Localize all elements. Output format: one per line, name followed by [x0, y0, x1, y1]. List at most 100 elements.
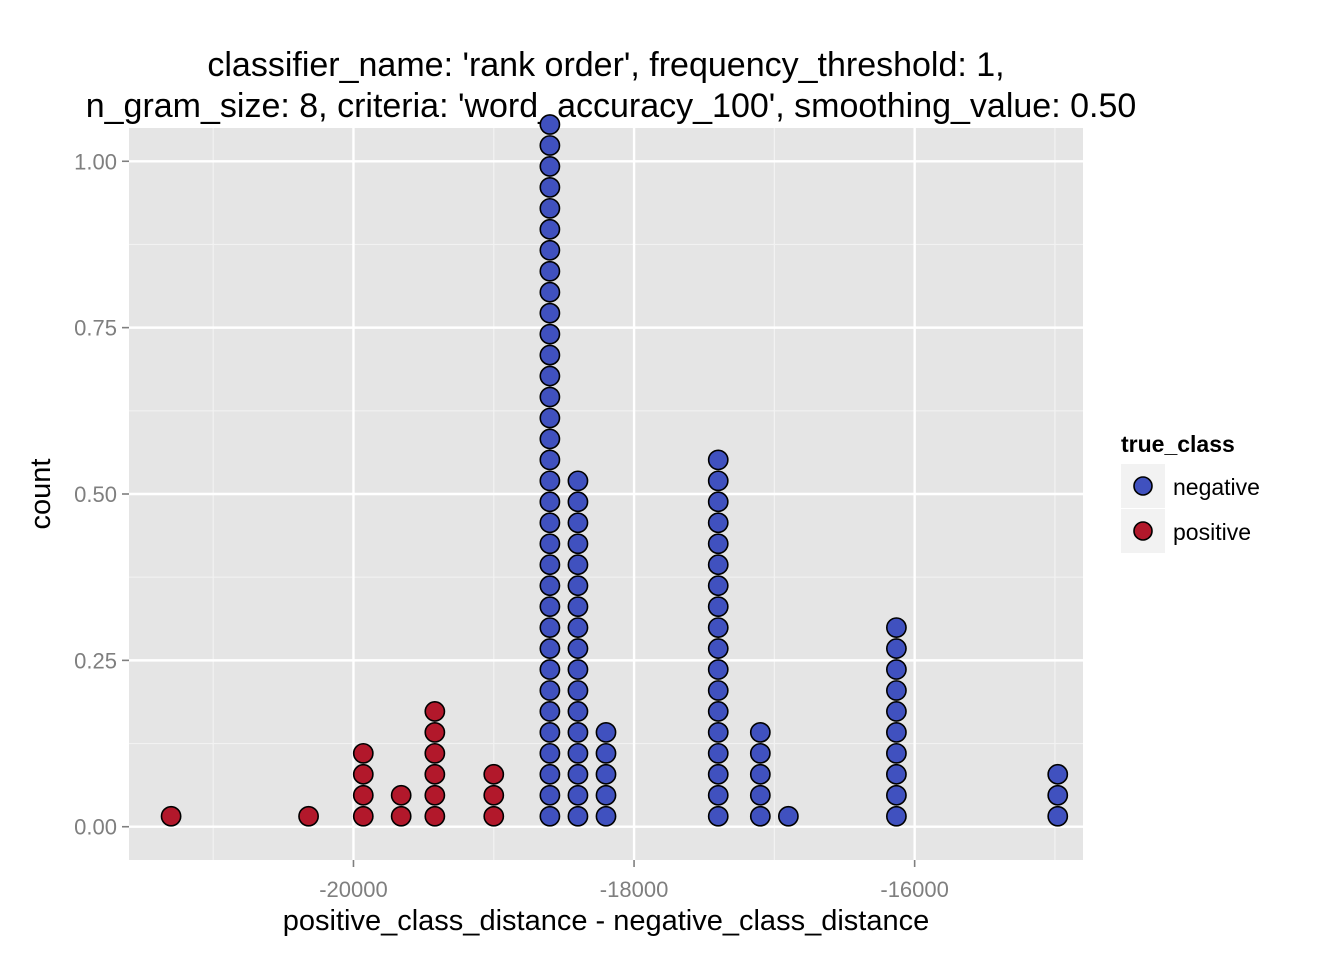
dot-negative: [707, 680, 729, 701]
dot-negative: [539, 575, 561, 597]
dot-negative: [595, 784, 617, 806]
dot-negative: [539, 239, 561, 261]
dot-negative: [886, 617, 907, 638]
dot-negative: [886, 659, 907, 680]
dot-positive: [424, 742, 446, 764]
dot-negative: [567, 659, 589, 680]
dot-negative: [595, 721, 617, 743]
chart-title-line-1: classifier_name: 'rank order', frequency…: [207, 46, 1004, 84]
dot-negative: [539, 470, 561, 492]
dot-negative: [567, 638, 589, 659]
dot-negative: [539, 197, 561, 219]
legend: true_class negative positive: [1121, 431, 1260, 553]
dot-negative: [707, 659, 729, 680]
dot-negative: [707, 470, 729, 492]
legend-label-negative: negative: [1173, 474, 1260, 500]
legend-item-negative: negative: [1121, 464, 1260, 508]
dot-negative: [707, 512, 729, 534]
dot-positive: [483, 763, 505, 785]
dot-negative: [567, 575, 589, 597]
dot-negative: [567, 512, 589, 534]
dot-positive: [352, 784, 374, 806]
dot-negative: [567, 491, 589, 513]
major-gridlines: [129, 128, 1083, 860]
dot-negative: [567, 680, 589, 701]
legend-title: true_class: [1121, 431, 1235, 457]
dot-negative: [539, 218, 561, 240]
dot-positive: [160, 805, 182, 827]
dot-negative: [567, 742, 589, 764]
dot-negative: [595, 763, 617, 785]
dot-negative: [1047, 763, 1069, 785]
x-tick-label: -18000: [600, 877, 669, 902]
y-tick-label: 0.50: [74, 482, 117, 507]
dot-positive: [390, 784, 412, 806]
dot-negative: [539, 365, 561, 387]
legend-item-positive: positive: [1121, 509, 1251, 553]
dot-negative: [539, 386, 561, 408]
dot-negative: [567, 721, 589, 743]
dot-negative: [886, 784, 907, 806]
dot-negative: [539, 449, 561, 471]
dot-positive: [424, 701, 446, 722]
dot-negative: [567, 470, 589, 492]
dot-positive: [352, 763, 374, 785]
dot-negative: [539, 638, 561, 659]
dot-positive: [424, 763, 446, 785]
dot-layer: [160, 114, 1069, 827]
dot-negative: [886, 638, 907, 659]
dot-positive: [352, 805, 374, 827]
dot-negative: [707, 596, 729, 618]
dot-negative: [539, 617, 561, 638]
y-axis-title: count: [25, 459, 57, 530]
dot-negative: [595, 742, 617, 764]
dot-negative: [749, 742, 771, 764]
dot-negative: [567, 554, 589, 576]
dot-negative: [707, 638, 729, 659]
dot-positive: [298, 805, 319, 827]
dot-positive: [390, 805, 412, 827]
dot-negative: [539, 784, 561, 806]
dot-negative: [567, 596, 589, 618]
dot-negative: [539, 659, 561, 680]
dot-negative: [539, 701, 561, 722]
dot-positive: [424, 784, 446, 806]
y-tick-label: 0.25: [74, 648, 117, 673]
dot-negative: [539, 407, 561, 429]
dot-negative: [749, 763, 771, 785]
dot-negative: [1047, 805, 1069, 827]
y-tick-label: 0.75: [74, 316, 117, 341]
dot-negative: [707, 554, 729, 576]
dot-negative: [886, 763, 907, 785]
x-axis-title: positive_class_distance - negative_class…: [283, 905, 929, 937]
dot-negative: [539, 114, 561, 135]
dot-negative: [777, 805, 799, 827]
dot-negative: [886, 742, 907, 764]
dot-negative: [707, 805, 729, 827]
dot-positive: [424, 805, 446, 827]
dot-negative: [567, 805, 589, 827]
dot-positive: [352, 742, 374, 764]
dot-negative: [707, 449, 729, 471]
x-tick-label: -16000: [880, 877, 949, 902]
dot-negative: [749, 721, 771, 743]
chart-title-line-2: n_gram_size: 8, criteria: 'word_accuracy…: [86, 87, 1137, 125]
dot-negative: [886, 805, 907, 827]
dot-negative: [749, 784, 771, 806]
x-tick-label: -20000: [319, 877, 388, 902]
dot-positive: [483, 784, 505, 806]
dot-negative: [539, 135, 561, 156]
dot-negative: [539, 533, 561, 555]
dot-negative: [539, 281, 561, 303]
dot-negative: [707, 742, 729, 764]
x-axis: -20000 -18000 -16000: [319, 860, 949, 902]
dot-negative: [707, 617, 729, 638]
dot-negative: [539, 428, 561, 450]
legend-label-positive: positive: [1173, 519, 1251, 545]
dot-negative: [707, 784, 729, 806]
y-axis: 0.00 0.25 0.50 0.75 1.00: [74, 149, 129, 840]
dot-negative: [539, 491, 561, 513]
dot-negative: [539, 680, 561, 701]
dot-negative: [539, 176, 561, 198]
